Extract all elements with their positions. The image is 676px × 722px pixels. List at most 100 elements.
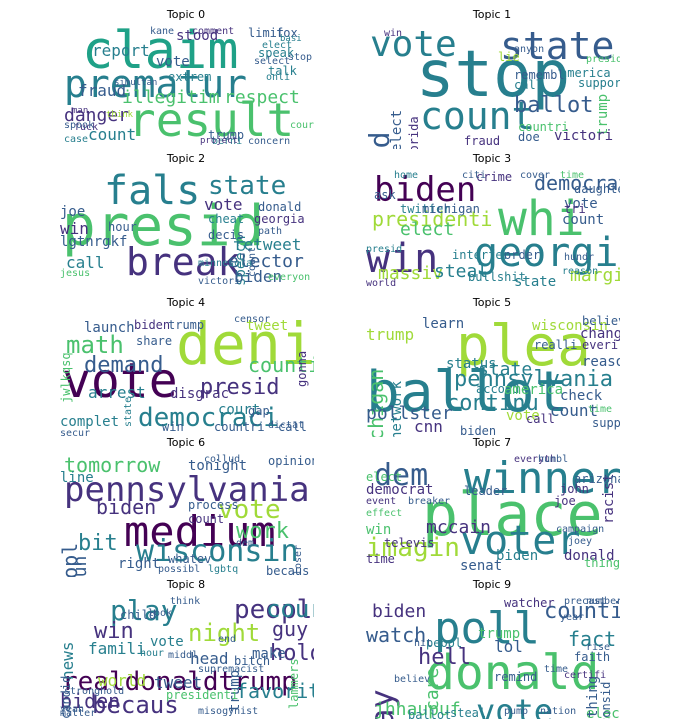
cloud-word: interfer xyxy=(452,248,510,262)
cloud-word: count xyxy=(188,512,225,526)
cloud-word: world xyxy=(98,671,147,690)
cloud-word: win xyxy=(366,236,439,282)
cloud-word: time xyxy=(544,664,569,675)
cloud-word: call xyxy=(514,78,543,92)
cloud-word: accord xyxy=(476,382,520,396)
cloud-word: anyon xyxy=(514,44,545,55)
cloud-word: share xyxy=(136,334,173,348)
topic-title: Topic 5 xyxy=(472,296,512,309)
cloud-word: care xyxy=(422,667,443,711)
cloud-word: whatev xyxy=(168,552,212,566)
cloud-word: vote xyxy=(218,495,281,525)
cloud-word: launch xyxy=(84,320,135,336)
cloud-word: support xyxy=(578,76,620,90)
cloud-word: hour xyxy=(140,648,165,659)
cloud-word: whi xyxy=(498,191,585,247)
word-cloud: plea ballot pennsylvania michigan state conti… xyxy=(364,313,620,437)
cloud-word: extrem xyxy=(168,70,212,84)
cloud-word: elect xyxy=(366,470,403,484)
cloud-word: trump xyxy=(168,318,205,332)
cloud-word: donald xyxy=(564,548,615,564)
cloud-word: time xyxy=(588,404,613,415)
cloud-word: wisconsin xyxy=(136,534,299,569)
cloud-word: voter xyxy=(460,518,581,564)
topic-title: Topic 9 xyxy=(472,578,512,591)
cloud-word: illegitim xyxy=(122,87,220,108)
cloud-word: jwlkqsq xyxy=(59,352,73,404)
cloud-word: complet xyxy=(60,414,120,430)
cloud-word: presid xyxy=(62,194,265,259)
cloud-word: pollster xyxy=(366,403,453,424)
cloud-word: stronghold xyxy=(64,686,125,697)
word-cloud: claim prematur result danger respect count ill… xyxy=(58,25,314,149)
topic-title: Topic 1 xyxy=(472,8,512,21)
cloud-word: poll xyxy=(434,603,540,654)
cloud-word: numbers xyxy=(586,596,620,607)
cloud-word: fact xyxy=(568,627,617,651)
cloud-word: tweet xyxy=(154,673,203,692)
cloud-word: humbl xyxy=(538,454,569,465)
word-cloud: biden whi win georgia democrat presidentielec… xyxy=(364,169,620,293)
topic-panel: Topic 3bidenwhiwingeorgiademocratpreside… xyxy=(362,152,622,296)
cloud-word: place xyxy=(422,480,603,550)
cloud-word: counti xyxy=(248,353,314,377)
topic-title: Topic 2 xyxy=(166,152,206,165)
cloud-word: fox xyxy=(276,26,298,40)
cloud-word: steal xyxy=(434,261,489,282)
cloud-word: fraud xyxy=(464,134,501,148)
cloud-word: trump xyxy=(366,325,415,344)
cloud-word: imagin xyxy=(366,533,460,563)
cloud-word: look xyxy=(148,608,173,619)
cloud-word: court xyxy=(290,120,314,131)
cloud-word: minnesota xyxy=(198,258,253,269)
cloud-word: state xyxy=(478,359,533,380)
topic-title: Topic 0 xyxy=(166,8,206,21)
cloud-word: berni xyxy=(212,136,243,147)
cloud-word: make xyxy=(252,646,286,662)
cloud-word: math xyxy=(66,331,124,359)
cloud-word: gap xyxy=(248,404,270,418)
cloud-word: cover xyxy=(520,170,551,181)
topic-title: Topic 3 xyxy=(472,152,512,165)
cloud-word: hour xyxy=(108,220,137,234)
cloud-word: claim xyxy=(82,25,239,81)
cloud-word: retweet xyxy=(234,235,302,254)
cloud-word: project xyxy=(200,136,238,146)
cloud-word: tomorrow xyxy=(64,453,161,477)
cloud-word: realli xyxy=(534,338,578,352)
cloud-word: nation xyxy=(540,706,577,717)
cloud-word: limit xyxy=(248,26,285,40)
cloud-word: misogynist xyxy=(198,706,259,717)
cloud-word: play xyxy=(110,595,178,627)
cloud-word: pump xyxy=(504,706,529,717)
topic-panel: Topic 4 vote deni democraci math demand counti… xyxy=(56,296,316,440)
cloud-word: win xyxy=(60,219,89,238)
cloud-word: tonight xyxy=(188,458,248,474)
cloud-word: win xyxy=(366,522,392,538)
cloud-word: onli xyxy=(266,72,291,83)
cloud-word: count xyxy=(550,401,599,420)
cloud-word: status xyxy=(446,356,497,372)
cloud-word: censor xyxy=(234,314,271,325)
cloud-word: case xyxy=(64,134,89,145)
cloud-word: bullshit xyxy=(468,270,526,284)
cloud-word: lammers xyxy=(287,658,301,710)
cloud-word: winner xyxy=(464,453,620,504)
cloud-word: democrat xyxy=(366,482,434,498)
cloud-word: fuck xyxy=(74,122,99,133)
cloud-word: america xyxy=(560,66,611,80)
cloud-word: comment xyxy=(192,26,235,37)
topic-panel: Topic 0 claim prematur result danger respect c… xyxy=(56,8,316,152)
cloud-word: loser xyxy=(293,544,304,575)
cloud-word: arrest xyxy=(88,383,146,402)
cloud-word: georgia xyxy=(254,212,305,226)
cloud-word: elect xyxy=(262,40,293,51)
cloud-word: vote xyxy=(204,195,243,214)
cloud-word: twitter xyxy=(400,202,451,216)
word-cloud: stopcountvotestateleadballottrumpelectli… xyxy=(364,25,620,149)
topic-panel: Topic 6 pennsylvania medium wisconsin biden v… xyxy=(56,436,316,580)
cloud-word: news xyxy=(58,641,77,681)
cloud-word: simultan xyxy=(114,78,158,88)
cloud-word: order xyxy=(504,248,541,262)
cloud-word: presidenti xyxy=(372,207,493,231)
